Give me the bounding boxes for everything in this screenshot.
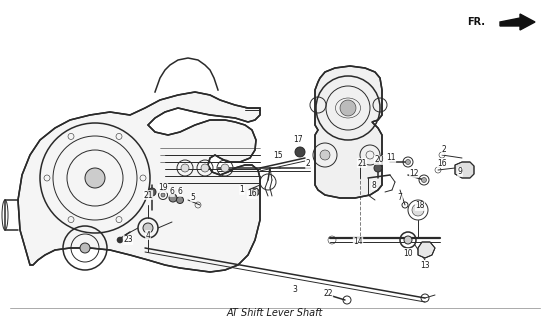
- Text: 3: 3: [293, 285, 298, 294]
- Text: 15: 15: [273, 151, 283, 161]
- Circle shape: [421, 178, 426, 182]
- Circle shape: [117, 237, 123, 243]
- Text: 14: 14: [353, 237, 363, 246]
- Text: 4: 4: [146, 230, 151, 239]
- Circle shape: [181, 164, 189, 172]
- Polygon shape: [315, 66, 382, 198]
- Text: 1: 1: [240, 186, 244, 195]
- Text: 11: 11: [386, 154, 396, 163]
- Circle shape: [404, 236, 412, 244]
- Text: 7: 7: [398, 194, 403, 203]
- Circle shape: [148, 188, 156, 196]
- Text: 19: 19: [158, 183, 168, 193]
- Text: 6: 6: [169, 188, 174, 196]
- Circle shape: [251, 188, 259, 196]
- Circle shape: [80, 243, 90, 253]
- Text: AT Shift Lever Shaft: AT Shift Lever Shaft: [227, 308, 323, 318]
- Text: 10: 10: [403, 249, 413, 258]
- Polygon shape: [418, 242, 435, 258]
- Circle shape: [405, 159, 410, 164]
- Circle shape: [320, 150, 330, 160]
- Text: 17: 17: [293, 135, 303, 145]
- Circle shape: [374, 164, 382, 172]
- Polygon shape: [455, 162, 474, 178]
- Circle shape: [295, 147, 305, 157]
- Circle shape: [221, 164, 229, 172]
- Circle shape: [177, 196, 184, 204]
- Text: 8: 8: [372, 180, 376, 189]
- Text: 5: 5: [190, 193, 195, 202]
- Text: 6: 6: [178, 188, 183, 196]
- Text: 21: 21: [143, 190, 153, 199]
- Circle shape: [169, 194, 177, 202]
- Circle shape: [85, 168, 105, 188]
- Text: 22: 22: [323, 289, 333, 298]
- Polygon shape: [18, 92, 260, 272]
- Text: 13: 13: [420, 260, 430, 269]
- Text: FR.: FR.: [467, 17, 485, 27]
- Circle shape: [412, 204, 424, 216]
- Text: 2: 2: [442, 146, 447, 155]
- Text: 2: 2: [306, 159, 310, 169]
- Text: 20: 20: [374, 156, 384, 164]
- Text: 16: 16: [247, 189, 257, 198]
- Text: 9: 9: [458, 167, 463, 177]
- Circle shape: [143, 223, 153, 233]
- Circle shape: [161, 193, 165, 197]
- Text: 18: 18: [415, 202, 425, 211]
- Text: 23: 23: [123, 236, 133, 244]
- Circle shape: [340, 100, 356, 116]
- Text: 16: 16: [437, 158, 447, 167]
- Polygon shape: [500, 14, 535, 30]
- Circle shape: [201, 164, 209, 172]
- Text: 21: 21: [358, 158, 367, 167]
- Text: 12: 12: [409, 169, 419, 178]
